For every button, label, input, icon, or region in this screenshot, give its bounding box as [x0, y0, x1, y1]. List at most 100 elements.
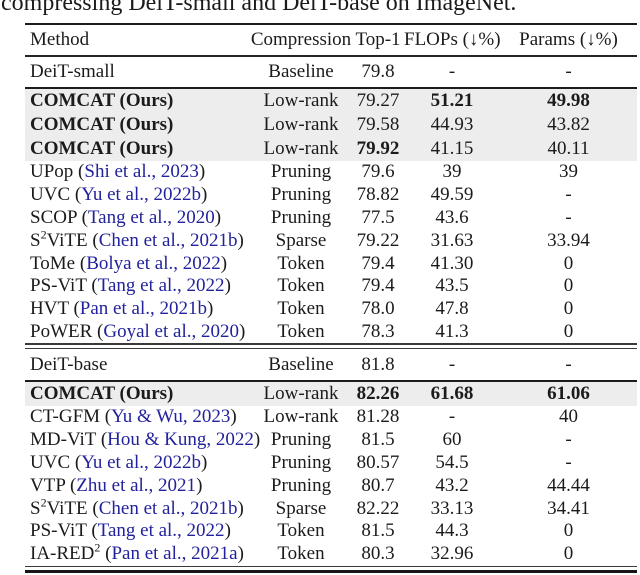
top1-cell: 79.8 [361, 60, 395, 82]
method-text: ToMe ( [30, 252, 87, 274]
params-cell: 0 [563, 275, 574, 297]
method-cell: S2ViTE (Chen et al., 2021b) [25, 496, 250, 520]
bottom-rule-thin [25, 565, 637, 567]
citation-link[interactable]: Chen et al., 2021b [98, 497, 238, 519]
method-cell: CT-GFM (Yu & Wu, 2023) [25, 406, 250, 428]
compression-cell: Baseline [268, 353, 334, 375]
compression-cell: Pruning [270, 429, 332, 451]
citation-link[interactable]: Pan et al., 2021b [79, 298, 207, 320]
params-cell: - [565, 353, 572, 375]
citation-link[interactable]: Tang et al., 2022 [97, 520, 225, 542]
top1-cell: 79.22 [356, 229, 400, 251]
top1-cell: 78.3 [361, 321, 395, 343]
method-cell: DeiT-base [25, 354, 250, 376]
flops-cell: 47.8 [435, 298, 469, 320]
table-row: SCOP (Tang et al., 2020) Pruning 77.5 43.6 - [25, 207, 637, 230]
table-row: VTP (Zhu et al., 2021) Pruning 80.7 43.2 44.… [25, 474, 637, 497]
flops-cell: 49.59 [430, 184, 474, 206]
compression-cell: Pruning [270, 184, 332, 206]
method-cell: DeiT-small [25, 61, 250, 83]
method-text: ) [237, 497, 244, 519]
table-row: PS-ViT (Tang et al., 2022) Token 79.4 43.5 0 [25, 275, 637, 298]
citation-link[interactable]: Tang et al., 2020 [87, 207, 215, 229]
citation-link[interactable]: Bolya et al., 2022 [86, 252, 221, 274]
params-cell: - [565, 184, 572, 206]
params-cell: 40 [559, 406, 578, 428]
compression-cell: Token [277, 543, 325, 565]
method-text: ( [100, 543, 112, 565]
method-text: PS-ViT ( [30, 275, 98, 297]
params-cell: 33.94 [547, 229, 590, 251]
method-text: UVC ( [30, 184, 82, 206]
citation-link[interactable]: Tang et al., 2022 [97, 275, 225, 297]
bottom-rule [25, 565, 637, 573]
top1-cell: 82.22 [356, 497, 400, 519]
method-text: ) [201, 184, 208, 206]
params-cell: 43.82 [547, 114, 590, 136]
method-text: SCOP ( [30, 207, 88, 229]
citation-link[interactable]: Yu et al., 2022b [81, 184, 201, 206]
top1-cell: 79.58 [356, 114, 400, 136]
method-cell: PoWER (Goyal et al., 2020) [25, 321, 250, 343]
column-header-compression: Compression [250, 29, 352, 50]
params-cell: - [565, 207, 572, 229]
section-divider-thick [25, 87, 637, 90]
params-cell: - [565, 60, 572, 82]
citation-link[interactable]: Yu et al., 2022b [81, 451, 201, 473]
params-cell: 39 [559, 161, 578, 183]
params-cell: 0 [563, 321, 574, 343]
column-header-method: Method [30, 29, 90, 50]
citation-link[interactable]: Goyal et al., 2020 [103, 321, 239, 343]
flops-cell: 44.3 [435, 520, 469, 542]
method-cell: HVT (Pan et al., 2021b) [25, 298, 250, 320]
method-cell: SCOP (Tang et al., 2020) [25, 207, 250, 229]
table-row: COMCAT (Ours) Low-rank 79.92 41.15 40.11 [25, 137, 637, 162]
params-cell: 44.44 [547, 474, 590, 496]
method-text: ) [238, 321, 246, 343]
caption-text: compressing DeiT-small and DeiT-base on … [1, 0, 517, 16]
method-text: HVT ( [30, 298, 80, 320]
method-cell: MD-ViT (Hou & Kung, 2022) [25, 429, 260, 451]
method-text: UPop ( [30, 161, 85, 183]
params-cell: - [565, 429, 572, 451]
method-text: S [30, 497, 41, 519]
method-cell: PS-ViT (Tang et al., 2022) [25, 275, 250, 297]
citation-link[interactable]: Zhu et al., 2021 [76, 474, 197, 496]
citation-link[interactable]: Pan et al., 2021a [111, 543, 238, 565]
compression-cell: Token [277, 520, 325, 542]
flops-cell: 43.6 [435, 207, 469, 229]
section-divider-thick [25, 379, 637, 382]
compression-cell: Sparse [275, 497, 327, 519]
flops-cell: 51.21 [430, 90, 474, 112]
flops-cell: 61.68 [430, 382, 474, 404]
method-text: ) [206, 298, 214, 320]
citation-link[interactable]: Shi et al., 2023 [84, 161, 199, 183]
section-divider-double-bottom [25, 348, 637, 350]
table-body: DeiT-small Baseline 79.8- - COMCAT (Ours) Low… [25, 57, 637, 566]
table-row: UPop (Shi et al., 2023) Pruning 79.6 39 39 [25, 161, 637, 184]
table-row: IA-RED2 (Pan et al., 2021a) Token 80.3 32.9… [25, 540, 637, 566]
params-cell: 34.41 [547, 497, 590, 519]
method-text: DeiT-small [30, 60, 115, 82]
top1-cell: 80.57 [356, 451, 400, 473]
params-cell: 0 [563, 252, 574, 274]
column-header-params: Params (↓%) [519, 29, 618, 50]
flops-cell: 41.15 [430, 138, 474, 160]
method-cell: COMCAT (Ours) [25, 138, 250, 160]
citation-link[interactable]: Chen et al., 2021b [98, 229, 238, 251]
table-row: CT-GFM (Yu & Wu, 2023) Low-rank 81.28 - 40 [25, 406, 637, 429]
compression-cell: Pruning [270, 207, 332, 229]
table-row: HVT (Pan et al., 2021b) Token 78.0 47.8 0 [25, 298, 637, 321]
citation-link[interactable]: Yu & Wu, 2023 [111, 406, 231, 428]
method-text: COMCAT (Ours) [30, 114, 174, 136]
top1-cell: 79.4 [361, 275, 395, 297]
method-text: COMCAT (Ours) [30, 382, 174, 404]
citation-link[interactable]: Hou & Kung, 2022 [107, 429, 254, 451]
compression-cell: Token [277, 321, 325, 343]
flops-cell: 44.93 [430, 114, 474, 136]
table-row: S2ViTE (Chen et al., 2021b) Sparse 79.22 31… [25, 229, 637, 252]
method-superscript: 2 [94, 540, 101, 555]
params-cell: 49.98 [547, 90, 590, 112]
compression-cell: Baseline [268, 60, 334, 82]
top1-cell: 81.8 [361, 353, 395, 375]
